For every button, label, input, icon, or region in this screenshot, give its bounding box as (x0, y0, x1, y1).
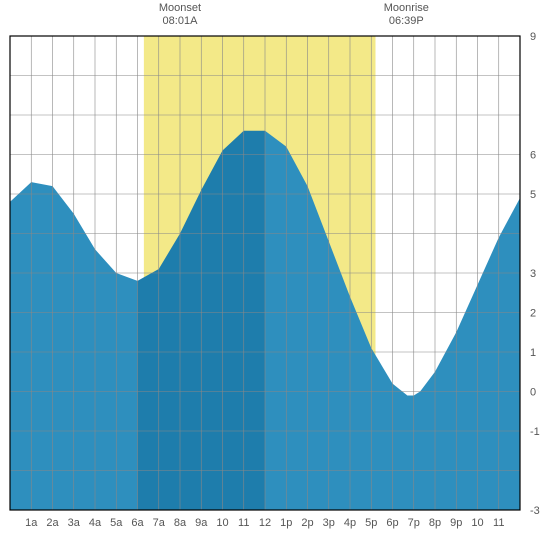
x-tick-label: 11 (493, 517, 504, 529)
x-tick-label: 8p (429, 517, 441, 529)
moon-label-title: Moonrise (384, 2, 429, 15)
chart-svg: 1a2a3a4a5a6a7a8a9a1011121p2p3p4p5p6p7p8p… (0, 0, 550, 550)
x-tick-label: 1a (25, 517, 38, 529)
y-tick-label: 6 (530, 150, 536, 162)
x-tick-label: 11 (238, 517, 249, 529)
x-tick-label: 9p (450, 517, 462, 529)
x-tick-label: 10 (471, 517, 483, 529)
x-tick-label: 5p (365, 517, 377, 529)
x-tick-label: 10 (216, 517, 228, 529)
tide-chart: 1a2a3a4a5a6a7a8a9a1011121p2p3p4p5p6p7p8p… (0, 0, 550, 550)
moon-label-time: 06:39P (384, 15, 429, 28)
x-tick-label: 6a (131, 517, 144, 529)
moon-label-time: 08:01A (159, 15, 201, 28)
x-tick-label: 9a (195, 517, 208, 529)
x-tick-label: 7a (153, 517, 166, 529)
y-tick-label: -3 (530, 505, 540, 517)
y-tick-label: 2 (530, 308, 536, 320)
x-tick-label: 6p (386, 517, 398, 529)
y-tick-label: 0 (530, 387, 536, 399)
x-tick-label: 4a (89, 517, 102, 529)
y-tick-label: 3 (530, 268, 536, 280)
x-tick-label: 7p (408, 517, 420, 529)
x-tick-label: 8a (174, 517, 187, 529)
moon-label-title: Moonset (159, 2, 201, 15)
x-tick-label: 1p (280, 517, 292, 529)
x-tick-label: 2p (301, 517, 313, 529)
x-tick-label: 3p (323, 517, 335, 529)
x-tick-label: 4p (344, 517, 356, 529)
x-tick-label: 2a (46, 517, 59, 529)
y-tick-label: 1 (530, 347, 536, 359)
y-tick-label: 9 (530, 31, 536, 43)
moonrise-label: Moonrise06:39P (384, 2, 429, 28)
y-tick-label: 5 (530, 189, 536, 201)
moonset-label: Moonset08:01A (159, 2, 201, 28)
x-tick-label: 5a (110, 517, 123, 529)
x-tick-label: 12 (259, 517, 271, 529)
x-tick-label: 3a (68, 517, 81, 529)
y-tick-label: -1 (530, 426, 540, 438)
